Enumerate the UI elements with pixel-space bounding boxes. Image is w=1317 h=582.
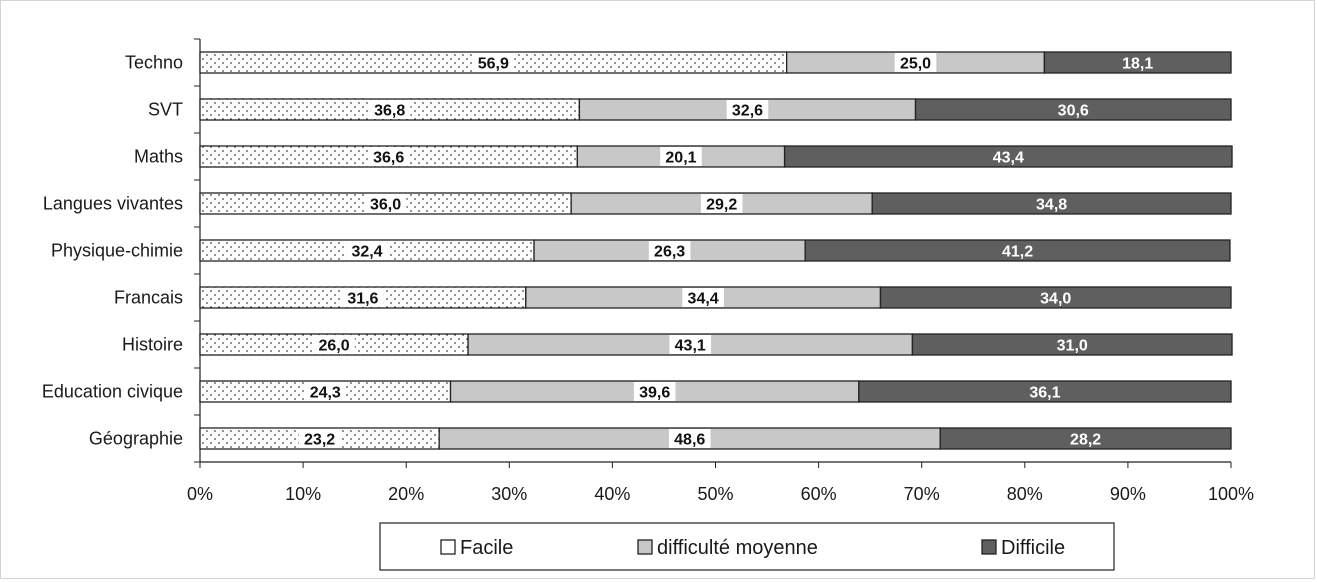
bar-difficile-histoire [911, 333, 1233, 356]
category-label-histoire: Histoire [122, 335, 183, 355]
value-label-facile-svt: 36,8 [374, 103, 405, 120]
value-label-facile-francais: 31,6 [347, 291, 378, 308]
value-label-difficile-physique-chimie: 41,2 [1002, 244, 1033, 261]
x-tick-label: 0% [187, 484, 213, 504]
category-label-svt: SVT [148, 100, 183, 120]
value-label-facile-langues-vivantes: 36,0 [370, 197, 401, 214]
value-label-difficile-education-civique: 36,1 [1029, 385, 1060, 402]
x-tick-label: 10% [285, 484, 321, 504]
legend-label-difficile: Difficile [1001, 537, 1065, 559]
value-label-bg [346, 241, 388, 260]
bar-difficile-techno [1043, 51, 1232, 74]
value-label-bg [298, 429, 341, 448]
value-label-bg [726, 100, 769, 119]
bar-difficile-langues-vivantes [871, 192, 1232, 215]
value-label-difficile-langues-vivantes: 34,8 [1036, 197, 1067, 214]
category-label-maths: Maths [134, 147, 183, 167]
value-label-bg [313, 335, 355, 354]
value-label-bg [648, 241, 691, 260]
value-label-bg [364, 194, 407, 213]
value-label-difficile-geographie: 28,2 [1070, 432, 1101, 449]
legend-swatch-difficile [981, 539, 997, 555]
value-label-difficulte-moyenne-histoire: 43,1 [675, 338, 706, 355]
value-label-difficulte-moyenne-techno: 25,0 [900, 56, 931, 73]
value-label-bg [668, 429, 711, 448]
value-label-difficile-svt: 30,6 [1058, 103, 1089, 120]
legend-label-facile: Facile [460, 537, 513, 559]
bar-difficile-education-civique [858, 380, 1232, 403]
value-label-difficile-techno: 18,1 [1122, 56, 1153, 73]
value-label-facile-geographie: 23,2 [304, 432, 335, 449]
x-tick-label: 60% [801, 484, 837, 504]
x-tick-label: 50% [697, 484, 733, 504]
value-label-difficulte-moyenne-physique-chimie: 26,3 [654, 244, 685, 261]
bar-difficile-svt [914, 98, 1232, 121]
x-tick-label: 100% [1208, 484, 1254, 504]
category-label-techno: Techno [125, 53, 183, 73]
value-labels: 56,9 25,0 18,1 36,8 32,6 30,6 36,6 20,1 43,4 36,0… [298, 53, 1153, 449]
x-tick-label: 70% [904, 484, 940, 504]
bar-difficile-physique-chimie [804, 239, 1231, 262]
value-label-bg [660, 147, 702, 166]
axes: 0% 10% 20% 30% 40% 50% 60% 70% 80% 90% 100% Techno S… [42, 38, 1254, 504]
legend-swatch-facile [440, 539, 456, 555]
value-label-difficile-francais: 34,0 [1040, 291, 1071, 308]
value-label-facile-maths: 36,6 [373, 150, 404, 167]
x-tick-label: 80% [1007, 484, 1043, 504]
value-label-bg [633, 382, 676, 401]
value-label-bg [894, 53, 937, 72]
value-label-bg [682, 288, 724, 307]
value-label-difficulte-moyenne-langues-vivantes: 29,2 [706, 197, 737, 214]
value-label-difficulte-moyenne-svt: 32,6 [732, 103, 763, 120]
value-label-bg [669, 335, 712, 354]
value-label-bg [368, 100, 411, 119]
value-label-difficulte-moyenne-francais: 34,4 [688, 291, 719, 308]
value-label-facile-physique-chimie: 32,4 [351, 244, 382, 261]
x-tick-label: 40% [594, 484, 630, 504]
category-label-physique-chimie: Physique-chimie [51, 241, 183, 261]
x-tick-label: 20% [388, 484, 424, 504]
bar-difficile-maths [783, 145, 1233, 168]
bar-difficile-geographie [939, 427, 1232, 450]
bar-difficile-francais [879, 286, 1232, 309]
value-label-facile-histoire: 26,0 [318, 338, 349, 355]
value-label-difficile-histoire: 31,0 [1057, 338, 1088, 355]
value-label-difficulte-moyenne-education-civique: 39,6 [639, 385, 670, 402]
category-label-langues-vivantes: Langues vivantes [43, 194, 183, 214]
value-label-difficulte-moyenne-geographie: 48,6 [674, 432, 705, 449]
value-label-difficulte-moyenne-maths: 20,1 [665, 150, 696, 167]
legend-label-difficulte-moyenne: difficulté moyenne [657, 537, 818, 559]
x-tick-label: 30% [491, 484, 527, 504]
legend-swatch-difficulte-moyenne [637, 539, 653, 555]
category-label-education-civique: Education civique [42, 382, 183, 402]
legend: Facile difficulté moyenne Difficile [379, 522, 1115, 571]
value-label-bg [342, 288, 384, 307]
value-label-bg [367, 147, 410, 166]
x-tick-label: 90% [1110, 484, 1146, 504]
value-label-bg [472, 53, 515, 72]
category-label-geographie: Géographie [89, 429, 183, 449]
category-label-francais: Francais [114, 288, 183, 308]
value-label-bg [304, 382, 347, 401]
value-label-facile-techno: 56,9 [478, 56, 509, 73]
value-label-bg [700, 194, 743, 213]
value-label-facile-education-civique: 24,3 [310, 385, 341, 402]
value-label-difficile-maths: 43,4 [993, 150, 1024, 167]
